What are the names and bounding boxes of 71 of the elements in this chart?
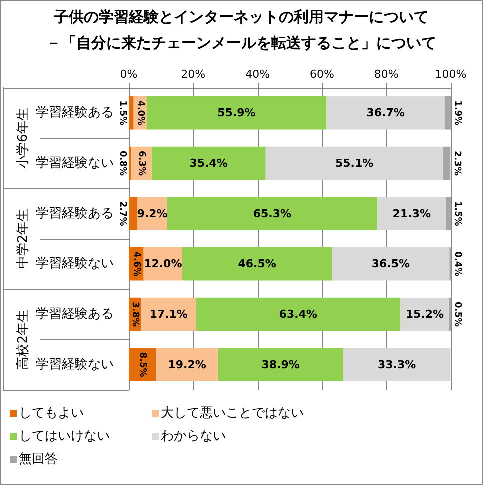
data-label: 33.3% (378, 358, 416, 372)
data-label: 12.0% (144, 258, 182, 271)
data-label: 0.5% (452, 302, 462, 327)
bar (167, 197, 378, 230)
chart-subtitle: －「自分に来たチェーンメールを転送すること」について (46, 34, 436, 52)
bar (266, 146, 444, 180)
bar (196, 298, 400, 332)
text: 高校2年生 (15, 310, 31, 370)
x-tick-label: 40% (246, 68, 270, 81)
data-label: 15.2% (406, 308, 444, 321)
y-tick-label: 学習経験ある (36, 307, 114, 322)
data-label: 2.3% (452, 151, 462, 176)
legend-label: わからない (161, 429, 226, 444)
data-label: 1.9% (452, 100, 462, 126)
bar (129, 96, 134, 130)
data-label: 55.1% (335, 157, 374, 170)
legend-label: 無回答 (19, 452, 58, 467)
data-label: 38.9% (262, 358, 300, 372)
bar (443, 146, 451, 180)
bar (378, 197, 446, 230)
data-label: 17.1% (150, 308, 188, 321)
data-label: 4.6% (131, 252, 142, 277)
x-tick-label: 60% (310, 68, 334, 81)
text: 小学6年生 (16, 108, 31, 168)
data-label: 46.5% (238, 258, 276, 271)
x-tick-label: 100% (435, 68, 467, 81)
data-label: 3.8% (130, 302, 140, 327)
data-label: 2.7% (118, 201, 128, 226)
bar (129, 146, 132, 180)
bar (182, 248, 332, 281)
data-label: 36.7% (366, 106, 405, 120)
y-tick-label: 学習経験ない (36, 156, 114, 171)
data-label: 0.8% (118, 151, 128, 176)
bar (152, 146, 266, 180)
x-tick-label: 0% (120, 68, 138, 81)
data-label: 8.5% (138, 352, 148, 378)
y-tick-label: 学習経験ない (36, 256, 114, 272)
data-label: 4.0% (135, 100, 146, 126)
data-label: 21.3% (392, 207, 431, 220)
data-label: 1.5% (118, 100, 128, 126)
data-label: 36.5% (372, 258, 410, 271)
data-label: 65.3% (253, 207, 292, 220)
data-label: 19.2% (168, 358, 206, 372)
legend-label: してもよい (19, 406, 84, 421)
legend-label: してはいけない (19, 429, 110, 444)
bar (129, 348, 156, 382)
data-label: 63.4% (279, 308, 318, 321)
data-label: 35.4% (190, 157, 228, 170)
y-tick-label: 学習経験ない (36, 357, 114, 372)
chart-title: 子供の学習経験とインターネットの利用マナーについて (53, 8, 429, 26)
bar (326, 96, 445, 130)
data-label: 55.9% (218, 106, 256, 120)
x-tick-label: 20% (181, 68, 206, 81)
data-label: 0.4% (452, 252, 462, 277)
bar (129, 197, 138, 230)
text: 中学2年生 (16, 208, 31, 270)
x-tick-label: 80% (374, 68, 399, 81)
bar (446, 197, 451, 230)
legend-label: 大して悪いことではない (161, 406, 304, 421)
data-label: 1.5% (452, 201, 462, 226)
bar (146, 96, 327, 130)
bar (156, 348, 218, 382)
data-label: 9.2% (137, 207, 168, 220)
data-label: 6.3% (136, 151, 147, 176)
bar (141, 298, 196, 332)
bar (444, 96, 451, 130)
y-tick-label: 学習経験ある (36, 106, 114, 121)
y-tick-label: 学習経験ある (36, 206, 114, 222)
bar (343, 348, 451, 382)
bar (218, 348, 344, 382)
bar (332, 248, 450, 281)
